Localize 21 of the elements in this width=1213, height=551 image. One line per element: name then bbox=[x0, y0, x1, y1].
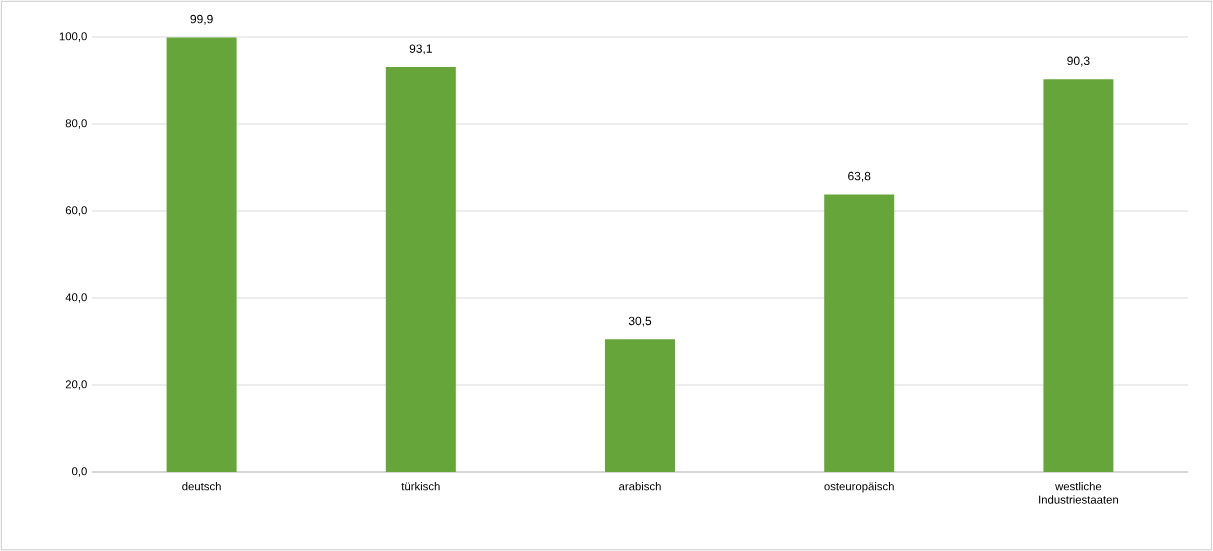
y-tick-label: 20,0 bbox=[65, 380, 87, 390]
bar bbox=[1043, 79, 1114, 472]
bar bbox=[385, 67, 456, 472]
data-label: 30,5 bbox=[628, 316, 652, 327]
bar bbox=[605, 339, 676, 472]
x-tick-label: deutsch bbox=[182, 482, 221, 491]
bar bbox=[824, 194, 895, 472]
y-tick-label: 60,0 bbox=[65, 206, 87, 216]
x-tick-label: arabisch bbox=[619, 482, 661, 491]
data-label: 93,1 bbox=[409, 44, 432, 55]
x-tick-label: osteuropäisch bbox=[824, 482, 894, 493]
y-tick-label: 0,0 bbox=[71, 467, 87, 477]
data-label: 99,9 bbox=[190, 14, 213, 25]
x-tick-label: türkisch bbox=[401, 482, 440, 491]
data-label: 63,8 bbox=[848, 171, 871, 182]
y-tick-label: 80,0 bbox=[65, 119, 87, 129]
x-tick-label: westliche Industriestaaten bbox=[1039, 482, 1118, 504]
data-label: 90,3 bbox=[1067, 56, 1090, 67]
y-tick-label: 40,0 bbox=[65, 293, 87, 303]
y-tick-label: 100,0 bbox=[59, 32, 87, 42]
bar bbox=[166, 37, 237, 472]
